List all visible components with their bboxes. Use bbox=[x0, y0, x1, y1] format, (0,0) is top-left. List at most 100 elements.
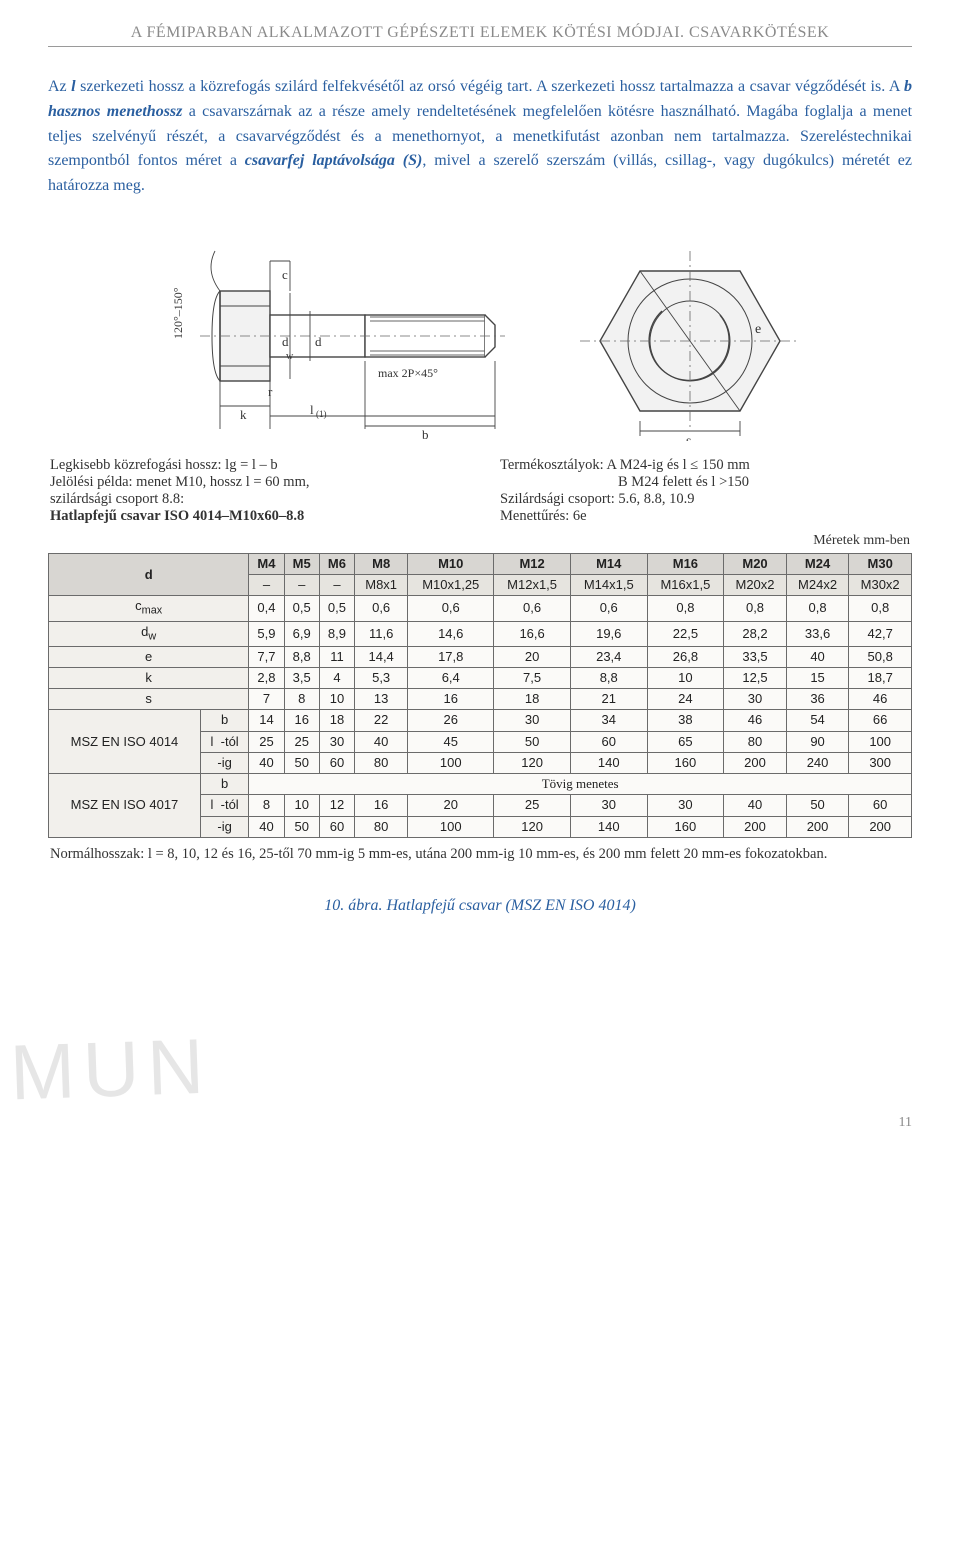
meta-line: Menettűrés: 6e bbox=[500, 508, 910, 525]
cell: 40 bbox=[249, 752, 284, 773]
fine-pitch: – bbox=[249, 575, 284, 596]
cell: 18,7 bbox=[849, 667, 912, 688]
size-header: M6 bbox=[319, 553, 354, 574]
figure-caption: 10. ábra. Hatlapfejű csavar (MSZ EN ISO … bbox=[48, 897, 912, 915]
page-header: A FÉMIPARBAN ALKALMAZOTT GÉPÉSZETI ELEME… bbox=[48, 24, 912, 47]
cell: 34 bbox=[570, 710, 647, 731]
std-label: MSZ EN ISO 4017 bbox=[49, 774, 201, 838]
svg-text:e: e bbox=[755, 322, 761, 337]
cell: 10 bbox=[284, 795, 319, 816]
col-d: d bbox=[49, 553, 249, 596]
cell: 200 bbox=[724, 752, 787, 773]
cell: 25 bbox=[249, 731, 284, 752]
cell: 16 bbox=[408, 689, 494, 710]
cell: 16 bbox=[284, 710, 319, 731]
cell: 42,7 bbox=[849, 621, 912, 646]
cell: 0,8 bbox=[849, 596, 912, 621]
cell: 100 bbox=[408, 752, 494, 773]
cell: 26 bbox=[408, 710, 494, 731]
cell: 11 bbox=[319, 646, 354, 667]
size-header: M4 bbox=[249, 553, 284, 574]
svg-text:l: l bbox=[310, 402, 314, 417]
size-header: M5 bbox=[284, 553, 319, 574]
cell: 38 bbox=[647, 710, 724, 731]
cell: 23,4 bbox=[570, 646, 647, 667]
cell: 66 bbox=[849, 710, 912, 731]
cell: 65 bbox=[647, 731, 724, 752]
svg-text:k: k bbox=[240, 407, 247, 422]
cell: 36 bbox=[786, 689, 849, 710]
cell: 100 bbox=[408, 816, 494, 837]
meta-left: Legkisebb közrefogási hossz: lg = l – b … bbox=[50, 457, 460, 525]
cell: 8,8 bbox=[570, 667, 647, 688]
size-header: M16 bbox=[647, 553, 724, 574]
cell: 11,6 bbox=[355, 621, 408, 646]
meta-line: Termékosztályok: A M24-ig és l ≤ 150 mm bbox=[500, 457, 910, 474]
cell: 8,9 bbox=[319, 621, 354, 646]
page-number: 11 bbox=[48, 1115, 912, 1131]
cell: 8 bbox=[249, 795, 284, 816]
cell: 20 bbox=[408, 795, 494, 816]
meta-line: Legkisebb közrefogási hossz: lg = l – b bbox=[50, 457, 460, 474]
svg-text:d: d bbox=[282, 334, 289, 349]
text-italic: csavarfej laptávolsága (S) bbox=[245, 152, 423, 169]
cell: 18 bbox=[494, 689, 571, 710]
cell: 6,9 bbox=[284, 621, 319, 646]
cell: 10 bbox=[647, 667, 724, 688]
cell: 0,6 bbox=[494, 596, 571, 621]
svg-text:max 2P×45°: max 2P×45° bbox=[378, 366, 438, 380]
cell: 5,9 bbox=[249, 621, 284, 646]
row-lig: -ig bbox=[200, 816, 248, 837]
cell: 80 bbox=[724, 731, 787, 752]
text: Az bbox=[48, 78, 71, 95]
fine-pitch: M24x2 bbox=[786, 575, 849, 596]
cell: 13 bbox=[355, 689, 408, 710]
cell: 24 bbox=[647, 689, 724, 710]
cell: 20 bbox=[494, 646, 571, 667]
cell: 33,6 bbox=[786, 621, 849, 646]
svg-text:r: r bbox=[268, 384, 273, 399]
cell: 8,8 bbox=[284, 646, 319, 667]
cell: 0,5 bbox=[319, 596, 354, 621]
cell: 60 bbox=[319, 752, 354, 773]
cell: 17,8 bbox=[408, 646, 494, 667]
cell: 28,2 bbox=[724, 621, 787, 646]
cell: 90 bbox=[786, 731, 849, 752]
cell: 15 bbox=[786, 667, 849, 688]
cell: 0,4 bbox=[249, 596, 284, 621]
cell: 6,4 bbox=[408, 667, 494, 688]
cell: 2,8 bbox=[249, 667, 284, 688]
cell: 200 bbox=[786, 816, 849, 837]
cell: 240 bbox=[786, 752, 849, 773]
text: szerkezeti hossz a közrefogás szilárd fe… bbox=[76, 78, 904, 95]
cell: 40 bbox=[724, 795, 787, 816]
cell: 0,8 bbox=[724, 596, 787, 621]
cell: 33,5 bbox=[724, 646, 787, 667]
row-b: b bbox=[200, 710, 248, 731]
cell: 0,8 bbox=[786, 596, 849, 621]
cell: 140 bbox=[570, 816, 647, 837]
meta-line: Jelölési példa: menet M10, hossz l = 60 … bbox=[50, 474, 460, 491]
cell: 4 bbox=[319, 667, 354, 688]
cell: 160 bbox=[647, 816, 724, 837]
meta-line: B M24 felett és l >150 bbox=[500, 474, 910, 491]
cell: 30 bbox=[724, 689, 787, 710]
cell: 45 bbox=[408, 731, 494, 752]
units-note: Méretek mm-ben bbox=[48, 533, 910, 549]
size-header: M8 bbox=[355, 553, 408, 574]
cell: 21 bbox=[570, 689, 647, 710]
cell: 50 bbox=[284, 752, 319, 773]
dim-angle: 120°–150° bbox=[171, 287, 185, 339]
cell: 30 bbox=[570, 795, 647, 816]
cell: 50 bbox=[786, 795, 849, 816]
fine-pitch: M10x1,25 bbox=[408, 575, 494, 596]
dimensions-table: d M4 M5 M6 M8 M10 M12 M14 M16 M20 M24 M3… bbox=[48, 553, 912, 838]
cell: 0,6 bbox=[355, 596, 408, 621]
cell: 10 bbox=[319, 689, 354, 710]
param-label: e bbox=[49, 646, 249, 667]
svg-text:s: s bbox=[686, 434, 691, 441]
cell: 0,5 bbox=[284, 596, 319, 621]
fine-pitch: – bbox=[284, 575, 319, 596]
cell: 40 bbox=[355, 731, 408, 752]
size-header: M24 bbox=[786, 553, 849, 574]
